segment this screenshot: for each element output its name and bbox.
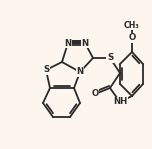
Text: N: N xyxy=(76,67,84,76)
Text: S: S xyxy=(107,53,113,62)
Text: CH₃: CH₃ xyxy=(124,21,140,30)
Text: S: S xyxy=(43,66,49,74)
Text: O: O xyxy=(91,90,99,98)
Text: N: N xyxy=(64,38,72,48)
Text: NH: NH xyxy=(113,97,127,107)
Text: O: O xyxy=(128,34,136,42)
Text: N: N xyxy=(81,38,89,48)
